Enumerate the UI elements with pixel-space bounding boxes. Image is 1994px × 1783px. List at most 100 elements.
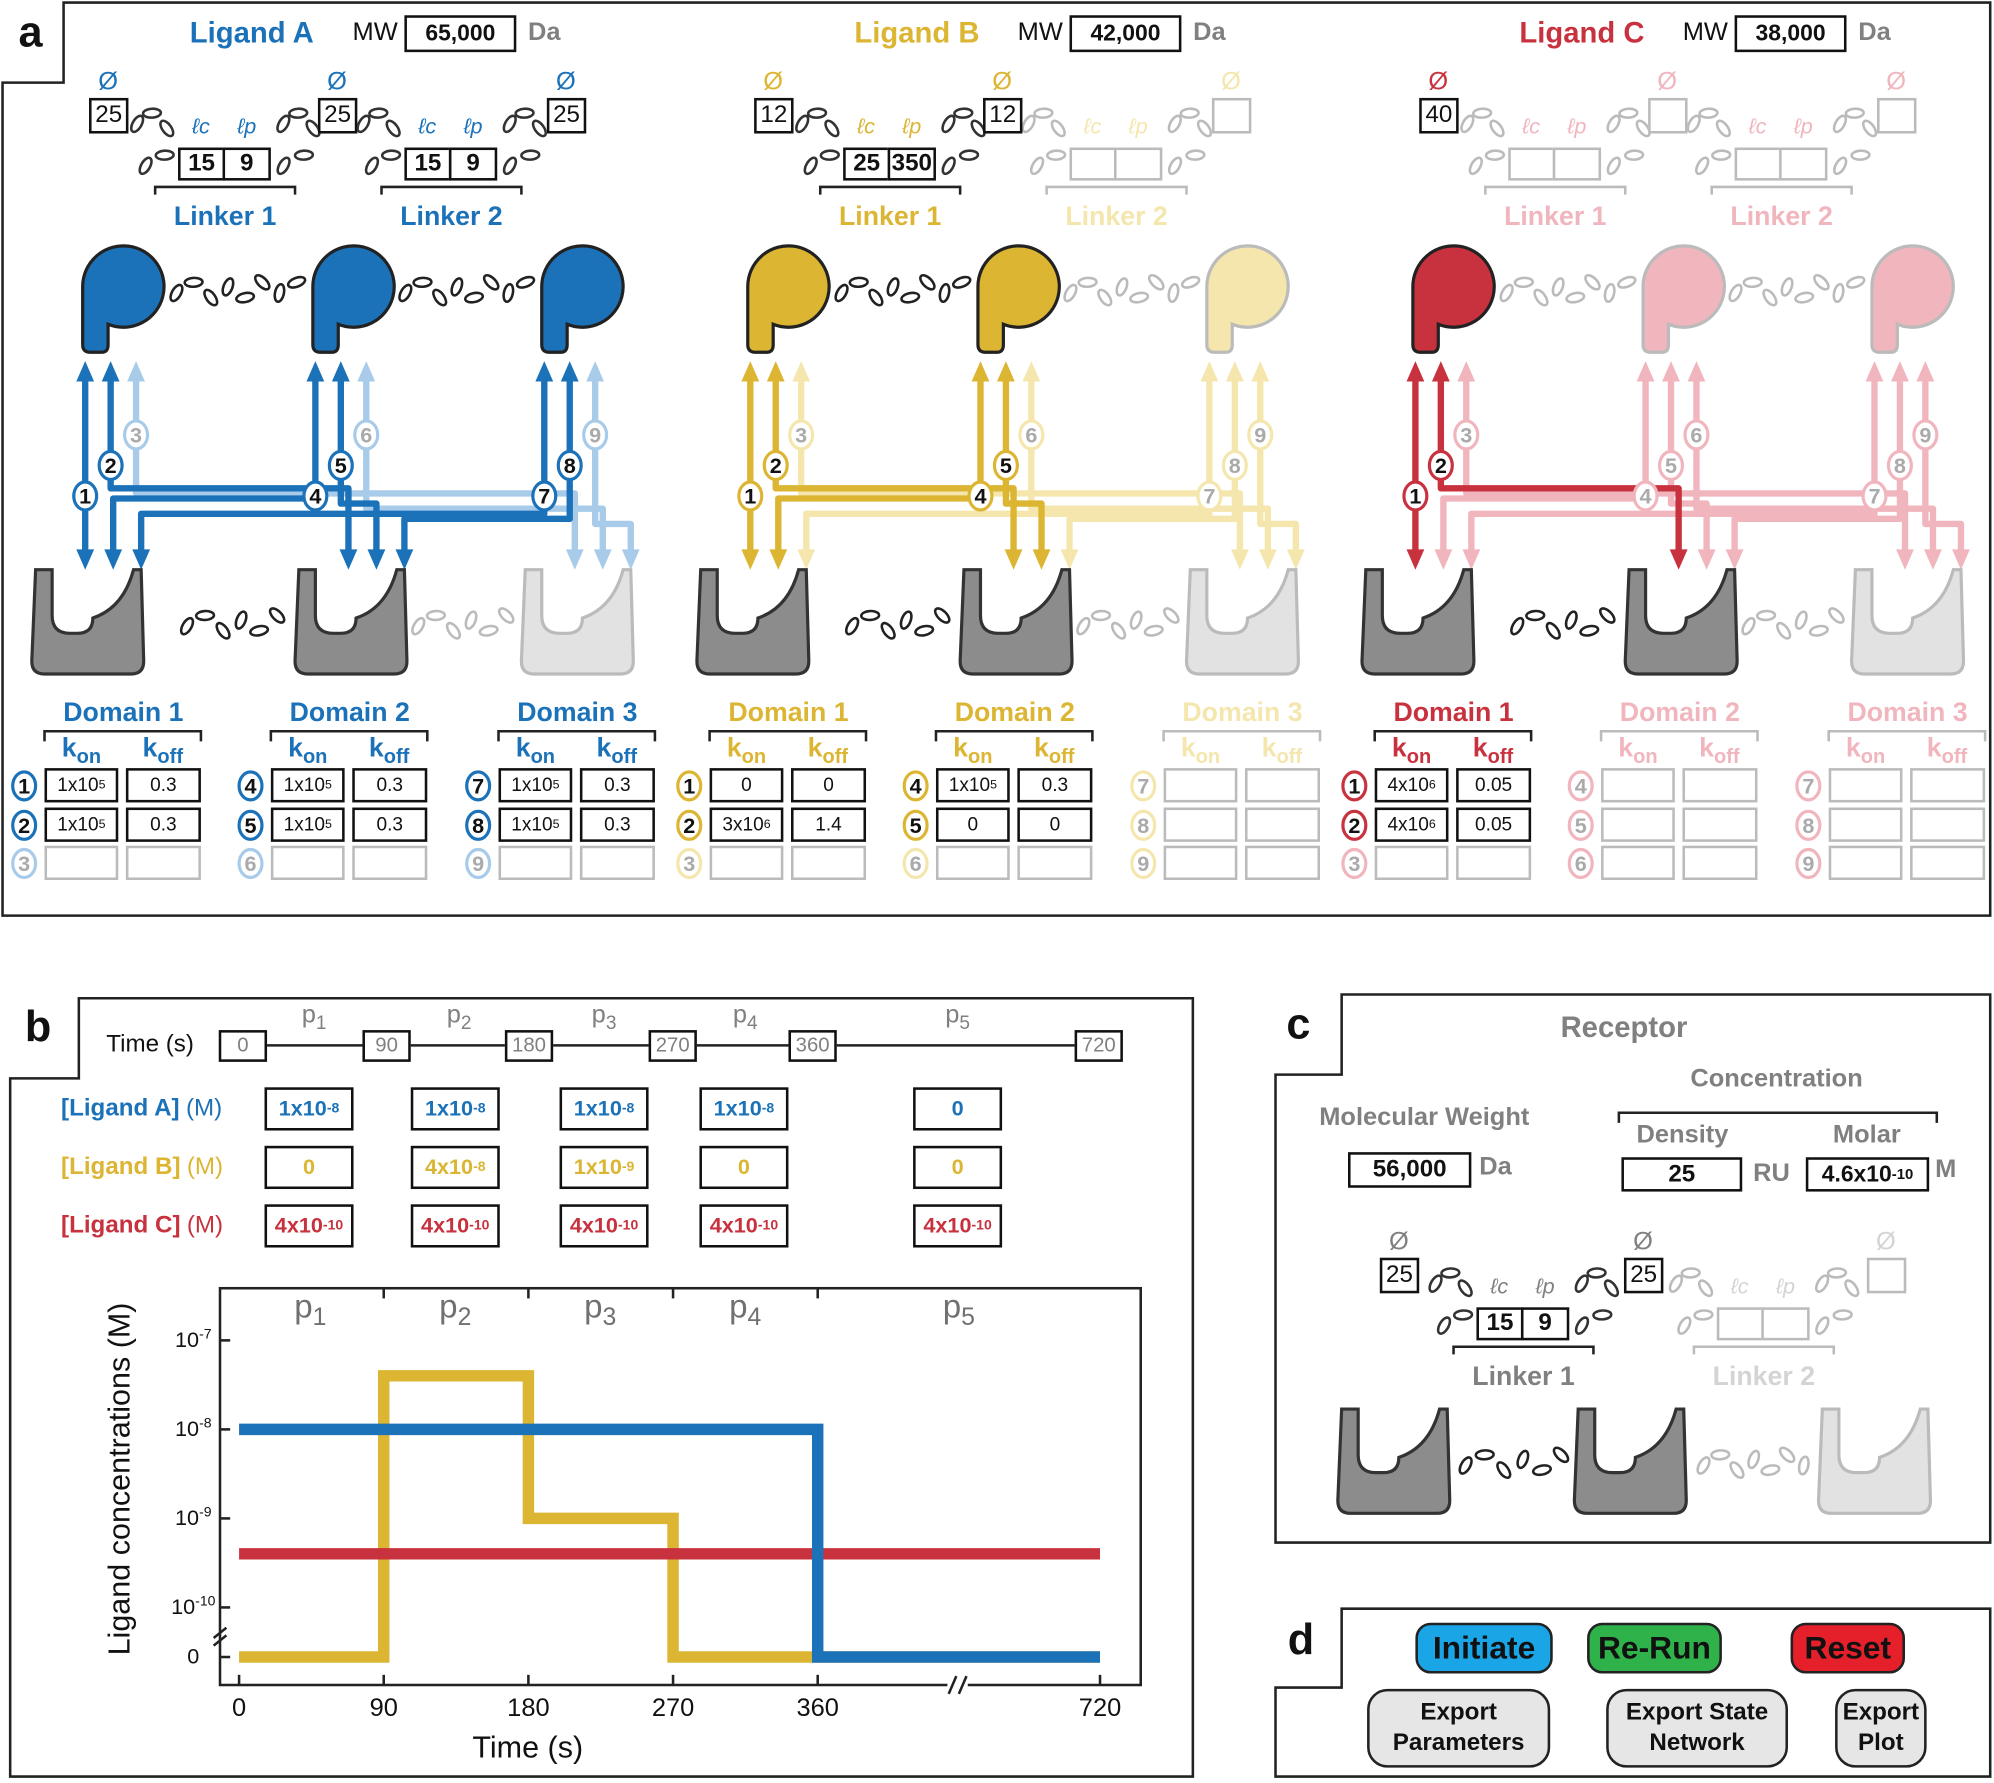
concentration-field[interactable]: 1x10 -8: [559, 1087, 649, 1131]
kon-field[interactable]: [1828, 768, 1903, 803]
diameter-field[interactable]: [1211, 97, 1252, 134]
receptor-mw-field[interactable]: 56,000: [1348, 1152, 1472, 1188]
time-point-field[interactable]: 720: [1074, 1030, 1123, 1062]
koff-field[interactable]: 0.3: [352, 807, 428, 842]
koff-field[interactable]: [1682, 807, 1758, 842]
concentration-field[interactable]: 1x10 -8: [410, 1087, 500, 1131]
kon-field[interactable]: 4x10 6: [1374, 807, 1449, 842]
diameter-field[interactable]: 25: [546, 97, 587, 134]
kon-field[interactable]: 1x10 5: [44, 807, 119, 842]
molecular-weight-field[interactable]: 65,000: [404, 15, 517, 53]
kon-field[interactable]: 1x10 5: [270, 768, 345, 803]
kon-field[interactable]: [1601, 768, 1675, 803]
koff-field[interactable]: [1682, 845, 1758, 881]
persistence-length-field[interactable]: 9: [448, 147, 498, 181]
persistence-length-field[interactable]: 9: [1520, 1307, 1570, 1341]
initiate-button[interactable]: Initiate: [1415, 1622, 1553, 1674]
export-state-network-button[interactable]: Export State Network: [1606, 1688, 1789, 1768]
concentration-field[interactable]: 1x10 -9: [559, 1145, 649, 1190]
koff-field[interactable]: [1910, 807, 1986, 842]
density-field[interactable]: 25: [1621, 1157, 1743, 1192]
kon-field[interactable]: [1163, 807, 1238, 842]
kon-field[interactable]: [709, 845, 784, 881]
concentration-field[interactable]: 1x10 -8: [264, 1087, 354, 1131]
kon-field[interactable]: [1828, 845, 1903, 881]
kon-field[interactable]: 1x10 5: [270, 807, 345, 842]
persistence-length-field[interactable]: [1552, 147, 1602, 181]
persistence-length-field[interactable]: 9: [222, 147, 271, 181]
koff-field[interactable]: 0.3: [1017, 768, 1093, 803]
molar-field[interactable]: 4.6x10 -10: [1805, 1157, 1930, 1192]
diameter-field[interactable]: 12: [754, 97, 794, 134]
koff-field[interactable]: 0.3: [579, 768, 655, 803]
diameter-field[interactable]: [1648, 97, 1688, 134]
koff-field[interactable]: 0.3: [579, 807, 655, 842]
contour-length-field[interactable]: 15: [404, 147, 452, 181]
diameter-field[interactable]: 25: [317, 97, 358, 134]
koff-field[interactable]: 0.3: [125, 768, 201, 803]
diameter-field[interactable]: 25: [1623, 1257, 1664, 1294]
concentration-field[interactable]: 4x10 -10: [699, 1204, 789, 1248]
koff-field[interactable]: [1244, 807, 1321, 842]
concentration-field[interactable]: 0: [264, 1145, 354, 1190]
concentration-field[interactable]: 4x10 -10: [264, 1204, 354, 1248]
concentration-field[interactable]: 4x10 -10: [410, 1204, 500, 1248]
koff-field[interactable]: [1244, 845, 1321, 881]
kon-field[interactable]: [44, 845, 119, 881]
concentration-field[interactable]: 0: [913, 1087, 1003, 1131]
koff-field[interactable]: [125, 845, 201, 881]
molecular-weight-field[interactable]: 38,000: [1734, 15, 1847, 53]
contour-length-field[interactable]: [1069, 147, 1117, 181]
contour-length-field[interactable]: [1508, 147, 1556, 181]
molecular-weight-field[interactable]: 42,000: [1069, 15, 1182, 53]
kon-field[interactable]: 1x10 5: [498, 807, 573, 842]
export-plot-button[interactable]: Export Plot: [1835, 1688, 1927, 1768]
persistence-length-field[interactable]: [1114, 147, 1163, 181]
concentration-field[interactable]: 0: [913, 1145, 1003, 1190]
time-point-field[interactable]: 180: [504, 1030, 554, 1062]
contour-length-field[interactable]: [1716, 1307, 1764, 1341]
kon-field[interactable]: 1x10 5: [44, 768, 119, 803]
koff-field[interactable]: [1244, 768, 1321, 803]
diameter-field[interactable]: 12: [983, 97, 1023, 134]
concentration-field[interactable]: 4x10 -10: [913, 1204, 1003, 1248]
time-point-field[interactable]: 90: [362, 1030, 411, 1062]
koff-field[interactable]: 0.05: [1456, 807, 1532, 842]
concentration-field[interactable]: 4x10 -8: [410, 1145, 500, 1190]
kon-field[interactable]: [1601, 845, 1675, 881]
koff-field[interactable]: 0: [790, 768, 867, 803]
kon-field[interactable]: 4x10 6: [1374, 768, 1449, 803]
persistence-length-field[interactable]: 350: [887, 147, 936, 181]
persistence-length-field[interactable]: [1779, 147, 1828, 181]
diameter-field[interactable]: 25: [1379, 1257, 1420, 1294]
concentration-field[interactable]: 4x10 -10: [559, 1204, 649, 1248]
kon-field[interactable]: 0: [709, 768, 784, 803]
diameter-field[interactable]: [1866, 1257, 1907, 1294]
diameter-field[interactable]: 40: [1419, 97, 1459, 134]
time-point-field[interactable]: 0: [218, 1030, 268, 1062]
kon-field[interactable]: 1x10 5: [498, 768, 573, 803]
koff-field[interactable]: [1910, 845, 1986, 881]
rerun-button[interactable]: Re-Run: [1587, 1622, 1722, 1674]
diameter-field[interactable]: [1877, 97, 1917, 134]
contour-length-field[interactable]: [1734, 147, 1782, 181]
koff-field[interactable]: 0.3: [352, 768, 428, 803]
koff-field[interactable]: 1.4: [790, 807, 867, 842]
kon-field[interactable]: [498, 845, 573, 881]
koff-field[interactable]: [579, 845, 655, 881]
reset-button[interactable]: Reset: [1790, 1622, 1906, 1674]
koff-field[interactable]: [1910, 768, 1986, 803]
contour-length-field[interactable]: 25: [843, 147, 891, 181]
persistence-length-field[interactable]: [1761, 1307, 1810, 1341]
koff-field[interactable]: [1017, 845, 1093, 881]
concentration-field[interactable]: 0: [699, 1145, 789, 1190]
contour-length-field[interactable]: 15: [178, 147, 226, 181]
diameter-field[interactable]: 25: [89, 97, 129, 134]
koff-field[interactable]: 0: [1017, 807, 1093, 842]
kon-field[interactable]: [1163, 845, 1238, 881]
contour-length-field[interactable]: 15: [1476, 1307, 1524, 1341]
kon-field[interactable]: 0: [935, 807, 1010, 842]
koff-field[interactable]: [352, 845, 428, 881]
kon-field[interactable]: [1374, 845, 1449, 881]
kon-field[interactable]: [270, 845, 345, 881]
